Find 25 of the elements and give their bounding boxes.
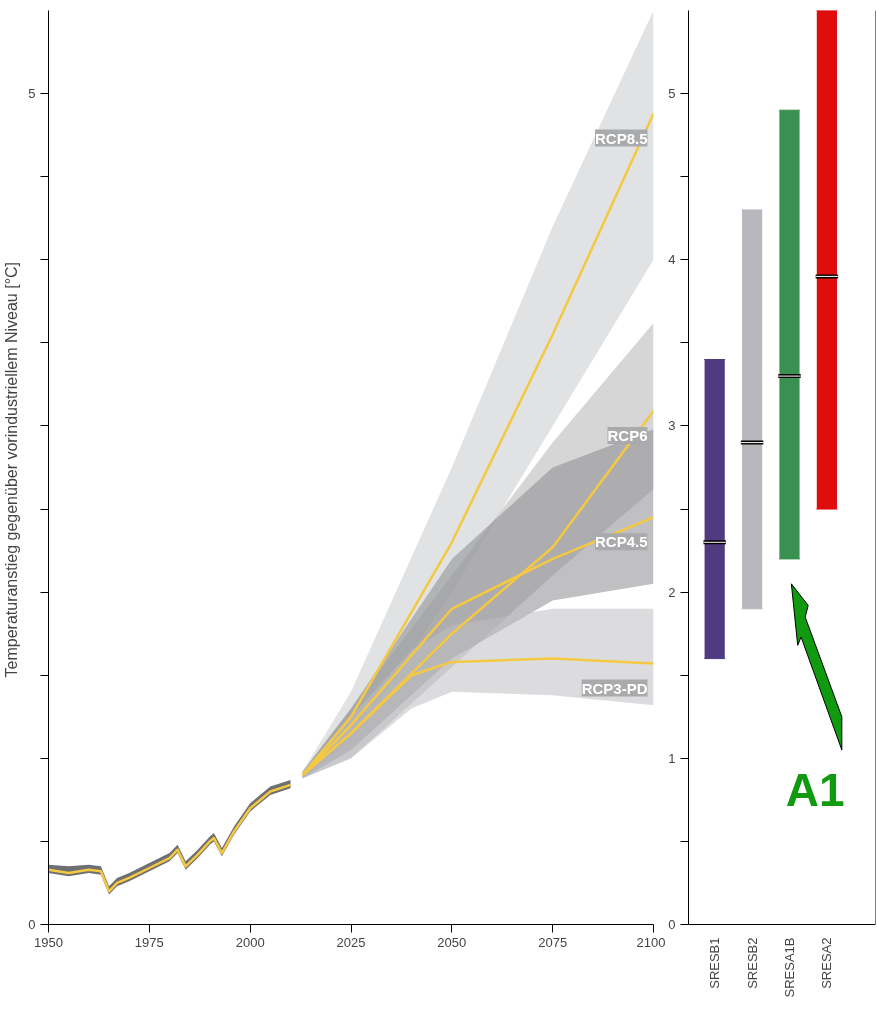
x-tick-label: SRESA1B — [781, 937, 797, 998]
series-label: RCP8.5 — [594, 129, 648, 147]
x-tick-label: 2050 — [437, 934, 467, 950]
y-tick-label: 1 — [668, 750, 676, 766]
y-tick-label: 0 — [28, 917, 36, 932]
series-label: RCP6 — [607, 427, 648, 444]
y-tick-label: 3 — [668, 418, 676, 434]
y-tick-label: 4 — [668, 252, 676, 268]
series-label: RCP4.5 — [594, 533, 648, 551]
x-tick-label: 2025 — [336, 934, 366, 950]
y-tick-label: 0 — [668, 917, 676, 932]
x-tick-label: SRESB1 — [707, 937, 723, 989]
annotation: A1 — [785, 764, 845, 817]
y-axis-title: Temperaturanstieg gegenüber vorindustriellem Niveau [°C] — [3, 261, 21, 678]
x-tick-label: SRESA2 — [819, 937, 835, 989]
x-tick-label: 2000 — [235, 934, 265, 950]
x-tick-label: 1950 — [34, 934, 63, 950]
x-tick-label: 2100 — [636, 934, 666, 950]
y-tick-label: 5 — [28, 86, 36, 102]
y-tick-label: 2 — [668, 584, 676, 600]
x-tick-label: 1975 — [134, 934, 164, 950]
x-tick-label: 2075 — [538, 934, 568, 950]
y-tick-label: 5 — [668, 86, 676, 102]
x-tick-label: SRESB2 — [744, 937, 760, 989]
series-label: RCP3-PD — [581, 679, 648, 697]
